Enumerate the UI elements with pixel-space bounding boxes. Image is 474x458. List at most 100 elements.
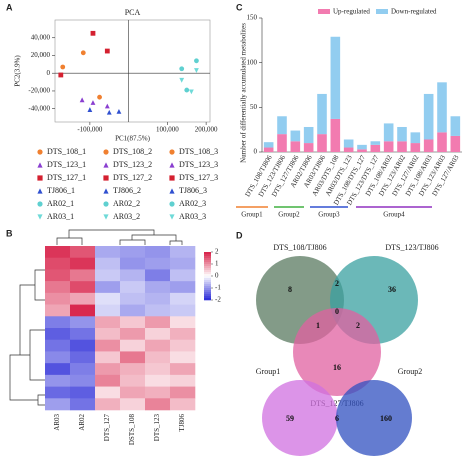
heatmap-cell: [95, 328, 121, 341]
colorbar-step: [204, 296, 211, 299]
colorbar-step: [204, 272, 211, 275]
legend-label: AR02_1: [47, 199, 74, 208]
panel-label: B: [6, 228, 13, 238]
legend-label: DTS_108_3: [179, 147, 218, 156]
panel-label: C: [236, 2, 243, 12]
colorbar-step: [204, 266, 211, 269]
bar-segment: [450, 116, 461, 136]
panel-label: A: [6, 2, 13, 12]
heatmap-cell: [170, 386, 196, 399]
colorbar-label: -1: [215, 284, 221, 292]
heatmap-cell: [70, 304, 96, 317]
heatmap-cell: [45, 304, 71, 317]
bar-segment: [410, 143, 421, 152]
legend-label: AR03_2: [113, 212, 140, 221]
legend-marker: [37, 214, 43, 220]
heatmap-cell: [95, 292, 121, 305]
heatmap-cell: [145, 257, 171, 270]
x-axis-label: PC1(87.5%): [115, 135, 150, 143]
legend-label: AR02_2: [113, 199, 140, 208]
bar-segment: [303, 143, 314, 152]
legend-marker: [103, 214, 109, 220]
legend-marker: [169, 201, 175, 207]
legend-label: DTS_127_2: [113, 173, 152, 182]
column-label: TJ806: [178, 414, 186, 432]
venn-count: 1: [316, 321, 320, 330]
venn-set: [293, 308, 381, 396]
heatmap-cell: [70, 292, 96, 305]
heatmap-cell: [170, 316, 196, 329]
legend-marker: [103, 175, 109, 181]
heatmap-cell: [70, 257, 96, 270]
colorbar-step: [204, 276, 211, 279]
chart-title: PCA: [125, 8, 141, 17]
colorbar-step: [204, 282, 211, 285]
point: [194, 58, 199, 64]
legend-label: DTS_123_3: [179, 160, 218, 169]
heatmap-cell: [170, 339, 196, 352]
y-tick-label: 20,000: [31, 51, 51, 59]
colorbar-label: -2: [215, 296, 221, 304]
heatmap-cell: [145, 316, 171, 329]
heatmap-cell: [120, 257, 146, 270]
heatmap-cell: [120, 281, 146, 294]
heatmap-cell: [95, 363, 121, 376]
legend-marker: [103, 149, 109, 155]
heatmap-cell: [45, 257, 71, 270]
heatmap-cell: [170, 374, 196, 387]
heatmap-cell: [70, 351, 96, 364]
colorbar-step: [204, 280, 211, 283]
bar-segment: [343, 139, 354, 148]
heatmap-cell: [70, 374, 96, 387]
y-axis-label: PC2(3.9%): [14, 55, 22, 87]
heatmap-cell: [70, 339, 96, 352]
bar-segment: [423, 93, 434, 140]
colorbar-step: [204, 262, 211, 265]
venn: Group1 Group2 59 6 160: [256, 367, 422, 456]
point: [189, 89, 194, 95]
heatmap-cell: [120, 292, 146, 305]
heatmap-cell: [120, 316, 146, 329]
point: [104, 103, 110, 109]
bar-segment: [370, 141, 381, 145]
point: [194, 68, 199, 73]
column-label: AR03: [53, 414, 61, 431]
heatmap-cell: [70, 398, 96, 411]
heatmap-cell: [70, 269, 96, 282]
heatmap-cell: [170, 292, 196, 305]
point: [80, 50, 86, 56]
bar-segment: [277, 116, 287, 135]
x-tick-label: 200,000: [195, 126, 218, 134]
bar-segment: [303, 126, 314, 144]
venn-count: 59: [286, 414, 294, 423]
colorbar-label: 0: [215, 272, 219, 280]
colorbar-step: [204, 258, 211, 261]
heatmap-cell: [95, 316, 121, 329]
legend-marker: [169, 188, 175, 194]
heatmap-cell: [145, 374, 171, 387]
heatmap-cell: [95, 304, 121, 317]
heatmap-cell: [95, 257, 121, 270]
heatmap-cell: [45, 328, 71, 341]
bar-segment: [437, 132, 447, 152]
heatmap-cell: [95, 374, 121, 387]
heatmap-cell: [70, 328, 96, 341]
heatmap-cell: [95, 269, 121, 282]
venn-set-label: DTS_108/TJ806: [273, 243, 326, 252]
y-tick-label: 100: [247, 58, 258, 66]
legend-label: DTS_108_2: [113, 147, 152, 156]
legend-swatch: [376, 9, 388, 14]
venn-count: 2: [335, 279, 339, 288]
venn: DTS_108/TJ806 DTS_123/TJ806 DTS_127/TJ806 8…: [256, 243, 439, 408]
colorbar-label: 1: [215, 260, 219, 268]
group-label: Group4: [383, 211, 405, 219]
heatmap-cell: [170, 304, 196, 317]
heatmap-cell: [120, 304, 146, 317]
legend-marker: [37, 201, 43, 207]
bar-segment: [370, 144, 381, 152]
colorbar-step: [204, 294, 211, 297]
legend-label: AR03_1: [47, 212, 74, 221]
heatmap-cell: [70, 386, 96, 399]
colorbar-step: [204, 292, 211, 295]
bar-segment: [383, 141, 394, 152]
